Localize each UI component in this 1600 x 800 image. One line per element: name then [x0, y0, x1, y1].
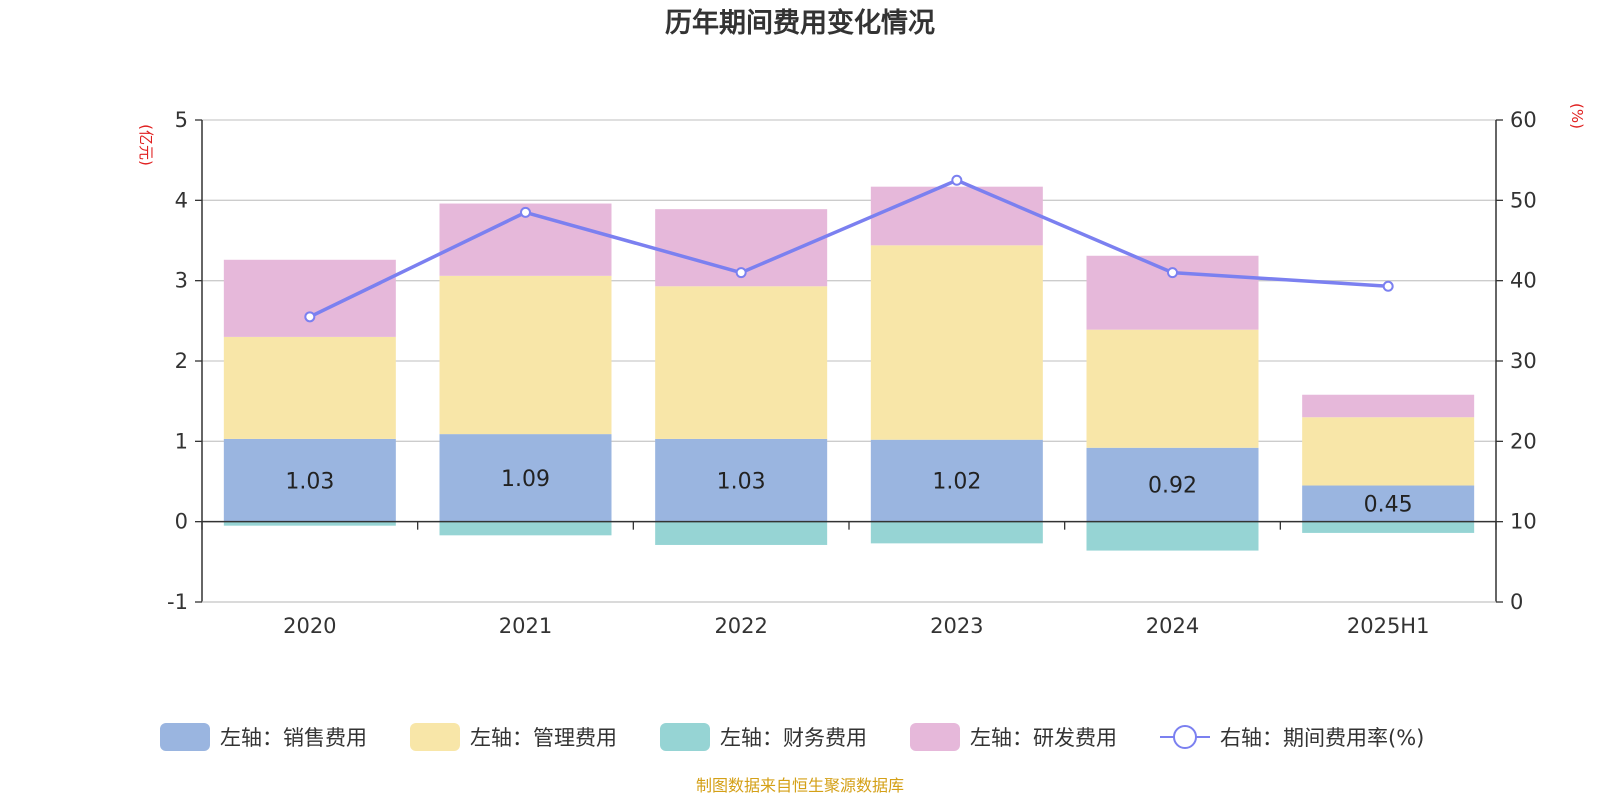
bar-segment	[870, 186, 1043, 246]
legend-swatch	[910, 723, 960, 751]
bar-segment	[1302, 394, 1475, 418]
bar-segment	[1086, 255, 1259, 330]
bar-segment	[223, 521, 396, 526]
right-tick-label: 10	[1510, 510, 1537, 534]
category-label: 2024	[1146, 614, 1199, 638]
bar-segment	[870, 245, 1043, 440]
right-axis-unit: (%)	[1568, 103, 1586, 129]
bar-segment	[439, 275, 612, 435]
bar-segment	[223, 336, 396, 439]
rate-point	[304, 311, 316, 323]
bar-value-label: 1.03	[717, 469, 766, 494]
bar-segment	[223, 438, 396, 522]
legend-swatch	[160, 723, 210, 751]
left-tick-label: -1	[167, 590, 188, 614]
right-tick-label: 60	[1510, 108, 1537, 132]
right-tick-label: 30	[1510, 349, 1537, 373]
bar-value-label: 0.45	[1364, 493, 1413, 518]
source-note: 制图数据来自恒生聚源数据库	[696, 776, 904, 795]
bar-segment	[870, 521, 1043, 544]
bar-segment	[655, 286, 828, 439]
category-label: 2023	[930, 614, 983, 638]
rate-line-series	[304, 174, 1394, 323]
legend-label: 左轴：财务费用	[720, 726, 867, 750]
rate-line	[309, 178, 1389, 319]
legend-label: 左轴：管理费用	[470, 726, 617, 750]
left-tick-label: 0	[175, 510, 188, 534]
left-axis-unit: (亿元)	[137, 124, 155, 166]
left-tick-label: 1	[175, 429, 188, 453]
left-tick-label: 2	[175, 349, 188, 373]
legend-marker	[1173, 725, 1197, 749]
bar-value-label: 1.02	[932, 470, 981, 495]
legend-label: 右轴：期间费用率(%)	[1220, 726, 1424, 750]
bar-value-label: 1.09	[501, 467, 550, 492]
legend-label: 左轴：研发费用	[970, 726, 1117, 750]
rate-point	[520, 206, 531, 218]
rate-point	[951, 174, 963, 186]
legend-swatch	[660, 723, 710, 751]
rate-point	[1167, 267, 1178, 279]
bar-value-label: 1.03	[285, 469, 334, 494]
rate-point	[735, 267, 747, 279]
legend-swatch	[410, 723, 460, 751]
bar-segment	[1302, 485, 1475, 522]
bar-segment	[439, 434, 612, 522]
chart-title: 历年期间费用变化情况	[665, 7, 935, 39]
right-tick-label: 20	[1510, 429, 1537, 453]
bar-segment	[439, 521, 612, 536]
bar-segment	[1086, 329, 1259, 448]
bar-segment	[655, 438, 828, 522]
category-label: 2022	[714, 614, 767, 638]
right-tick-label: 0	[1510, 590, 1523, 614]
gridlines	[202, 119, 1496, 603]
bar-segment	[1302, 521, 1475, 533]
left-tick-label: 4	[175, 188, 188, 212]
bar-segment	[870, 439, 1043, 522]
category-label: 2025H1	[1347, 614, 1430, 638]
left-tick-label: 5	[175, 108, 188, 132]
legend-label: 左轴：销售费用	[220, 726, 367, 750]
bar-segment	[655, 521, 828, 545]
category-label: 2020	[283, 614, 336, 638]
bar-value-label: 0.92	[1148, 474, 1197, 499]
bar-series	[223, 186, 1475, 551]
right-tick-label: 50	[1510, 188, 1537, 212]
left-tick-label: 3	[175, 269, 188, 293]
bar-segment	[1086, 521, 1259, 551]
right-tick-label: 40	[1510, 269, 1537, 293]
category-label: 2021	[499, 614, 552, 638]
bar-segment	[223, 259, 396, 337]
rate-point	[1382, 280, 1394, 292]
bar-segment	[1086, 447, 1259, 522]
data-labels: 1.03 1.09 1.03 1.02 0.92 0.45	[285, 467, 1412, 518]
bar-segment	[1302, 417, 1475, 486]
legend: 左轴：销售费用 左轴：管理费用 左轴：财务费用 左轴：研发费用 右轴：期间费用率(%)	[160, 723, 1424, 751]
